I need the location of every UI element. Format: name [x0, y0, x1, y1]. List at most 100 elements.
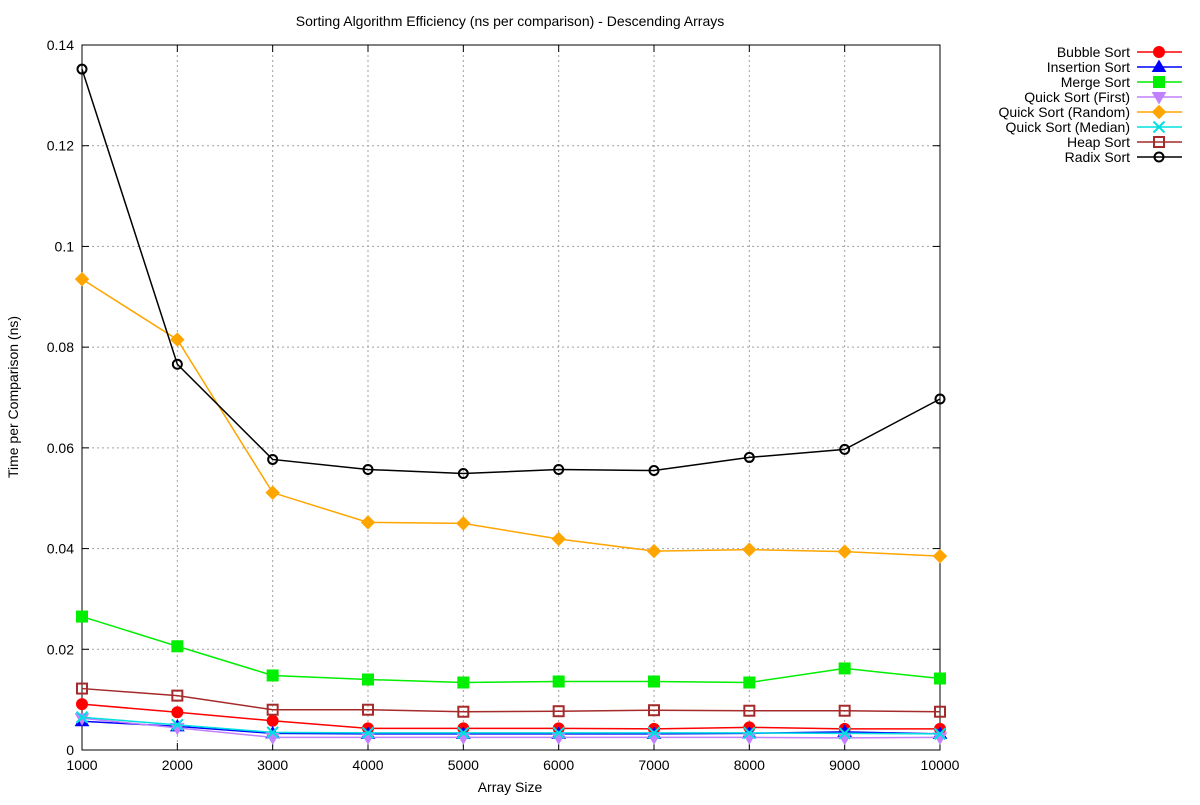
grid [82, 45, 940, 750]
legend-label: Radix Sort [1065, 149, 1130, 165]
data-point [266, 703, 279, 716]
series-radix-sort [76, 63, 946, 480]
y-tick-label: 0.04 [47, 541, 74, 557]
data-point [933, 727, 947, 741]
legend-marker [1151, 92, 1167, 105]
legend-entry-quick-sort-random: Quick Sort (Random) [999, 104, 1182, 120]
data-point [552, 705, 565, 718]
x-tick-label: 6000 [543, 757, 574, 773]
legend-label: Quick Sort (Median) [1006, 119, 1130, 135]
data-point [456, 516, 471, 531]
data-point [362, 464, 374, 476]
y-tick-label: 0.08 [47, 339, 74, 355]
legend-marker [1153, 151, 1165, 163]
data-point [76, 698, 88, 711]
data-point [648, 704, 660, 717]
legend-label: Quick Sort (First) [1024, 89, 1130, 105]
data-point [743, 676, 756, 689]
series-line [81, 716, 941, 735]
data-point [362, 673, 374, 686]
legend-entry-heap-sort: Heap Sort [1067, 134, 1182, 150]
y-tick-label: 0.1 [55, 238, 75, 254]
data-point [553, 464, 565, 476]
legend-marker [1153, 46, 1165, 58]
series-heap-sort [76, 682, 946, 718]
data-point [171, 689, 184, 702]
legend-label: Merge Sort [1061, 74, 1130, 90]
y-axis-label: Time per Comparison (ns) [5, 316, 21, 478]
x-tick-label: 9000 [829, 757, 860, 773]
data-point [360, 515, 376, 530]
data-point [743, 726, 756, 740]
legend-entry-bubble-sort: Bubble Sort [1057, 44, 1182, 60]
series-line [81, 615, 941, 684]
x-tick-label: 2000 [162, 757, 193, 773]
data-point [361, 726, 375, 740]
data-point [362, 703, 374, 716]
x-marker-stroke [361, 726, 375, 740]
legend-entry-merge-sort: Merge Sort [1061, 74, 1182, 90]
data-point [648, 465, 660, 477]
data-point [171, 640, 184, 653]
data-point [934, 705, 946, 718]
y-tick-label: 0.12 [47, 138, 74, 154]
series-quick-sort-random [74, 271, 948, 564]
y-tick-label: 0.02 [47, 641, 74, 657]
legend-marker [1151, 104, 1167, 120]
data-point [266, 726, 279, 739]
x-marker-stroke [647, 726, 661, 740]
x-marker-stroke [1152, 120, 1166, 134]
x-tick-label: 3000 [257, 757, 288, 773]
data-point [648, 675, 660, 688]
x-tick-label: 8000 [734, 757, 765, 773]
x-marker-stroke [552, 726, 565, 740]
data-point [76, 610, 88, 623]
data-point [743, 704, 756, 717]
data-point [76, 682, 88, 695]
legend-marker [1153, 136, 1165, 148]
x-tick-label: 1000 [66, 757, 97, 773]
data-point [170, 332, 185, 347]
legend-marker [1152, 120, 1166, 134]
data-point [932, 548, 948, 564]
x-tick-label: 4000 [352, 757, 383, 773]
data-point [266, 669, 279, 682]
x-tick-label: 5000 [448, 757, 479, 773]
data-point [75, 711, 89, 724]
data-point [171, 706, 184, 719]
y-tick-label: 0.06 [47, 440, 74, 456]
plot-border [81, 44, 941, 751]
data-point [551, 531, 566, 547]
x-axis-label: Array Size [478, 779, 543, 795]
data-point [171, 718, 184, 732]
legend-marker [1151, 59, 1167, 72]
series-line [81, 278, 941, 557]
data-point [267, 453, 279, 465]
data-point [646, 543, 662, 559]
x-marker-stroke [75, 711, 89, 724]
x-marker-stroke [933, 727, 947, 741]
legend-label: Insertion Sort [1047, 59, 1130, 75]
legend-entry-radix-sort: Radix Sort [1065, 149, 1182, 165]
y-tick-label: 0 [66, 742, 74, 758]
chart-title: Sorting Algorithm Efficiency (ns per com… [296, 13, 724, 29]
legend-entry-quick-sort-median: Quick Sort (Median) [1006, 119, 1182, 135]
data-point [552, 726, 565, 740]
series-merge-sort [76, 610, 946, 689]
data-point [838, 704, 851, 717]
legend-marker [1153, 76, 1165, 88]
data-point [838, 727, 851, 740]
data-point [266, 714, 279, 727]
data-point [457, 705, 470, 718]
series-line [81, 703, 940, 730]
data-point [838, 662, 851, 675]
data-point [457, 676, 470, 689]
legend-entry-quick-sort-first: Quick Sort (First) [1024, 89, 1182, 105]
series-line [81, 687, 941, 713]
legend-label: Bubble Sort [1057, 44, 1130, 60]
data-point [552, 675, 565, 688]
data-point [743, 451, 755, 463]
legend-label: Quick Sort (Random) [999, 104, 1130, 120]
